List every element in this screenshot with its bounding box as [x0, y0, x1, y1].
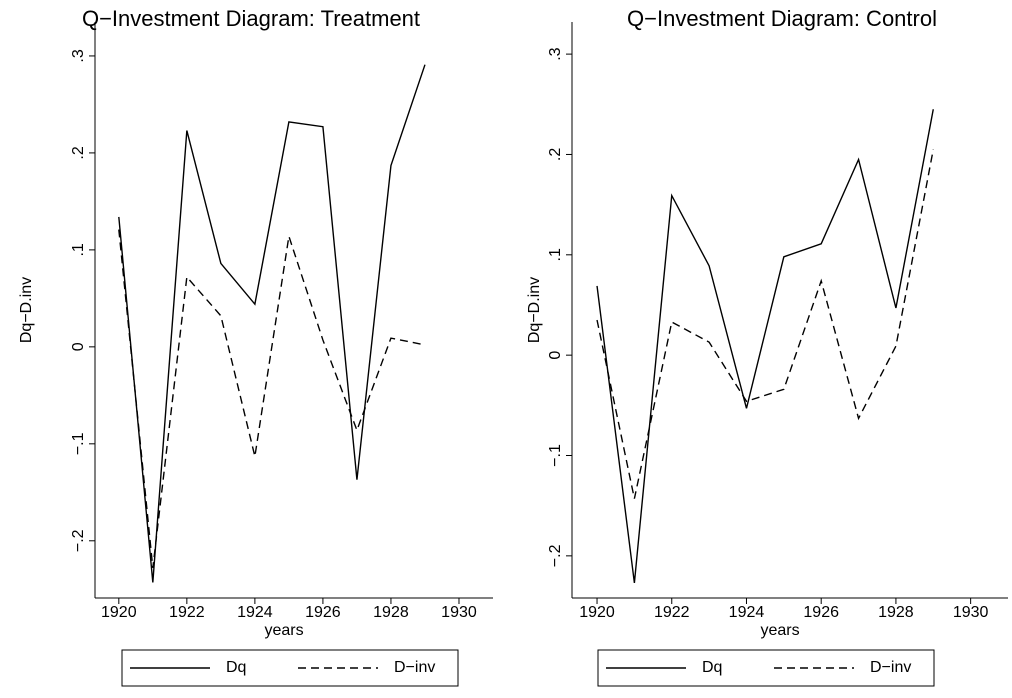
y-tick-label: −.2 — [70, 529, 87, 552]
y-tick-label: .3 — [70, 49, 87, 62]
x-tick-label: 1928 — [878, 604, 914, 621]
x-tick-label: 1924 — [729, 604, 765, 621]
x-tick-label: 1920 — [101, 604, 137, 621]
x-axis-label: years — [760, 622, 799, 639]
y-tick-label: 0 — [70, 342, 87, 351]
y-tick-label: .2 — [70, 146, 87, 159]
y-axis-label: Dq−D.inv — [526, 277, 543, 343]
y-tick-label: .1 — [70, 243, 87, 256]
legend-label: Dq — [226, 659, 246, 676]
x-axis-label: years — [264, 622, 303, 639]
y-tick-label: .1 — [547, 248, 564, 261]
chart-title: Q−Investment Diagram: Control — [627, 6, 937, 31]
x-tick-label: 1930 — [953, 604, 989, 621]
legend-label: D−inv — [870, 659, 911, 676]
x-tick-label: 1924 — [237, 604, 273, 621]
data-line — [596, 109, 934, 584]
y-tick-label: .3 — [547, 47, 564, 60]
legend-box — [597, 649, 935, 687]
x-tick-label: 1920 — [579, 604, 615, 621]
x-tick-label: 1926 — [305, 604, 341, 621]
chart-panel: Q−Investment Diagram: Treatment −.2 −.1 0 .1… — [18, 6, 493, 687]
data-line — [118, 229, 426, 569]
y-tick-label: −.1 — [547, 444, 564, 467]
y-tick-label: .2 — [547, 148, 564, 161]
legend-label: D−inv — [394, 659, 435, 676]
data-line — [118, 64, 426, 583]
y-axis-label: Dq−D.inv — [18, 277, 35, 343]
x-tick-label: 1930 — [441, 604, 477, 621]
chart-panel: Q−Investment Diagram: Control −.2 −.1 0 .1 .2… — [526, 6, 1008, 687]
y-tick-label: −.2 — [547, 544, 564, 567]
chart-title: Q−Investment Diagram: Treatment — [82, 6, 420, 31]
y-tick-label: −.1 — [70, 432, 87, 455]
y-tick-label: 0 — [547, 351, 564, 360]
x-tick-label: 1928 — [373, 604, 409, 621]
x-tick-label: 1922 — [654, 604, 690, 621]
legend-box — [121, 649, 459, 687]
data-line — [596, 149, 934, 499]
x-tick-label: 1922 — [169, 604, 205, 621]
legend-label: Dq — [702, 659, 722, 676]
x-tick-label: 1926 — [803, 604, 839, 621]
